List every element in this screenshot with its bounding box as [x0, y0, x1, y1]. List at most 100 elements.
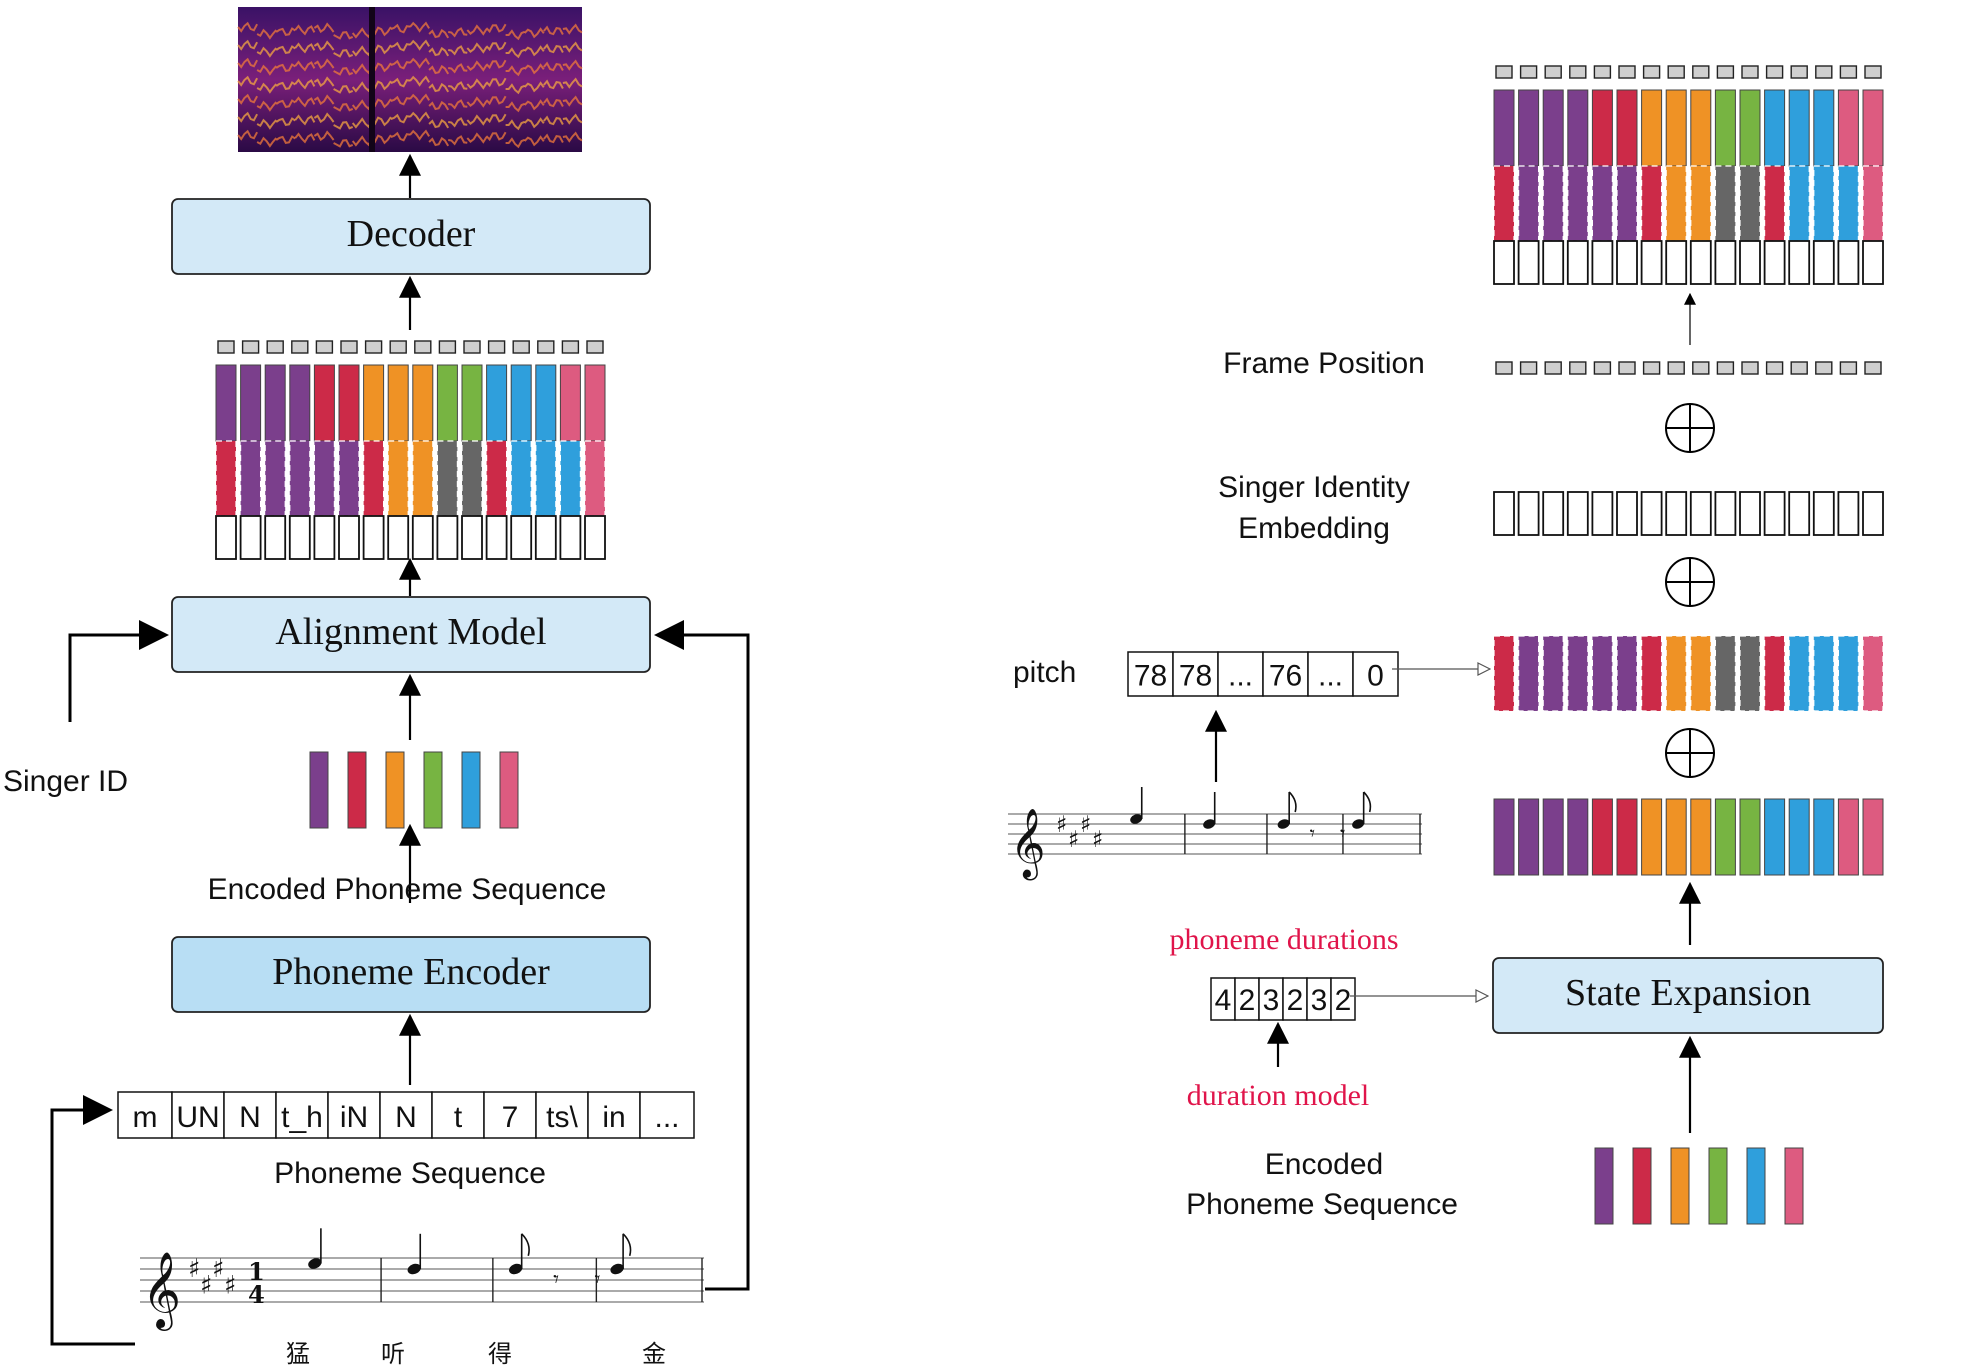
phoneme-sequence-label: Phoneme Sequence: [274, 1157, 546, 1190]
spectrogram-harmonic: [275, 63, 296, 73]
duration-text: 3: [1311, 984, 1328, 1017]
pitch-embedding-cell: [1690, 635, 1712, 712]
encoded-phoneme-bar: [1594, 1147, 1614, 1225]
singer-embedding-cell: [239, 515, 262, 560]
note-head-icon: [1130, 814, 1143, 824]
singer-embedding-cell: [1739, 491, 1761, 536]
spectrogram-harmonic: [294, 78, 316, 90]
spectrogram-harmonic: [313, 58, 335, 70]
spectrogram-harmonic: [466, 42, 488, 54]
lyric-char: 猛: [286, 1341, 310, 1368]
arrow-lyrics-to-phonemes: [50, 1095, 135, 1346]
singer-embedding-cell: [1493, 240, 1515, 285]
spectrogram-harmonic: [523, 117, 545, 129]
lyric-char: 听: [381, 1341, 405, 1368]
encoded-phoneme-bar: [423, 751, 443, 829]
frame-position-cell: [512, 340, 530, 354]
treble-clef-icon: 𝄞: [142, 1251, 181, 1331]
singer-embedding-cell: [584, 515, 606, 560]
pitch-embedding-cell: [1763, 635, 1786, 712]
phoneme-cell: [275, 1091, 329, 1139]
spectrogram-harmonic: [390, 59, 411, 70]
spectrogram-harmonic: [409, 21, 430, 33]
singer-embedding-cell: [1689, 491, 1712, 536]
singer-embedding-cell: [461, 515, 483, 560]
phoneme-text: ...: [654, 1101, 679, 1134]
phoneme-cell: [431, 1091, 485, 1139]
phoneme-embedding-cell: [1616, 798, 1638, 876]
frame-position-cell: [266, 340, 284, 354]
spectrogram-harmonic: [543, 133, 564, 144]
phoneme-cell: [327, 1091, 381, 1139]
spectrogram-harmonic: [466, 114, 488, 126]
singer-embedding-cell: [1739, 240, 1761, 285]
phoneme-embedding-cell: [1788, 798, 1810, 876]
spectrogram-harmonic: [562, 23, 583, 35]
phoneme-embedding-cell: [559, 364, 581, 442]
phoneme-embedding-cell: [1764, 89, 1786, 167]
spectrogram-harmonic: [275, 81, 296, 91]
phoneme-embedding-cell: [1690, 798, 1712, 876]
spectrogram-harmonic: [237, 93, 258, 105]
spectrogram-harmonic: [390, 95, 411, 106]
encoded-phoneme-bar: [1670, 1147, 1690, 1225]
left-music-score: 𝄞 ♯♯♯♯ 14 𝄾 𝄾: [140, 1228, 704, 1331]
spectrogram-harmonic: [543, 115, 564, 126]
frame-position-cell: [340, 340, 358, 354]
pitch-text: 0: [1367, 659, 1384, 692]
phoneme-embedding-cell: [1542, 798, 1564, 876]
spectrogram-harmonic: [333, 139, 354, 148]
singer-embedding-cell: [1763, 491, 1786, 536]
pitch-text: 78: [1179, 659, 1212, 692]
spectrogram-harmonic: [466, 132, 488, 144]
pitch-text: 76: [1269, 659, 1302, 692]
spectrogram-harmonic: [448, 27, 468, 38]
phoneme-embedding-cell: [1813, 798, 1835, 876]
singer-embedding-cell: [1493, 491, 1515, 536]
spectrogram-harmonic: [333, 49, 354, 58]
frame-position-cell: [1839, 361, 1858, 375]
frame-position-cell: [1642, 65, 1661, 79]
pitch-embedding-cell: [387, 440, 409, 517]
phoneme-text: t: [454, 1101, 463, 1134]
frame-position-cell: [1741, 65, 1759, 79]
pitch-embedding-cell: [1567, 165, 1589, 242]
singer-embedding-cell: [1689, 240, 1712, 285]
spectrogram-harmonic: [428, 136, 450, 147]
spectrogram-harmonic: [409, 39, 430, 51]
phoneme-embedding-cell: [1567, 798, 1589, 876]
frame-position-cell: [1765, 361, 1784, 375]
phoneme-embedding-cell: [240, 364, 262, 442]
frame-position-cell: [1544, 361, 1562, 375]
phoneme-embedding-cell: [1739, 89, 1761, 167]
sharp-icon: ♯: [1068, 827, 1079, 853]
right-music-score: 𝄞 ♯♯♯♯ 𝄾 𝄾: [1008, 787, 1422, 880]
sharp-icon: ♯: [1056, 812, 1067, 838]
frame-position-cell: [463, 340, 481, 354]
singer-embedding-cell: [436, 515, 459, 560]
pitch-embedding-cell: [1714, 165, 1737, 242]
singer-embedding-cell: [1837, 240, 1860, 285]
phoneme-text: 7: [502, 1101, 519, 1134]
spectrogram-harmonic: [505, 101, 526, 113]
spectrogram-harmonic: [523, 81, 545, 93]
pitch-embedding-cell: [313, 440, 335, 517]
encoded-phoneme-bar: [461, 751, 481, 829]
frame-position-cell: [1569, 361, 1587, 375]
sharp-icon: ♯: [200, 1271, 212, 1300]
phoneme-embedding-cell: [1641, 798, 1663, 876]
frame-position-cell: [1790, 65, 1808, 79]
phoneme-embedding-cell: [1591, 89, 1613, 167]
frame-position-row: [1495, 361, 1882, 375]
frame-position-cell: [1692, 65, 1710, 79]
spectrogram-harmonic: [275, 135, 296, 145]
frame-position-cell: [1593, 361, 1612, 375]
right-encoded-phoneme-bars: [1594, 1147, 1804, 1225]
spectrogram-harmonic: [466, 78, 488, 90]
spectrogram-harmonic: [543, 61, 564, 72]
singer-embedding-cell: [559, 515, 582, 560]
pitch-cell: [1172, 651, 1219, 697]
sharp-icon: ♯: [212, 1254, 224, 1283]
spectrogram-harmonic: [256, 82, 277, 94]
spectrogram-harmonic: [409, 75, 430, 87]
